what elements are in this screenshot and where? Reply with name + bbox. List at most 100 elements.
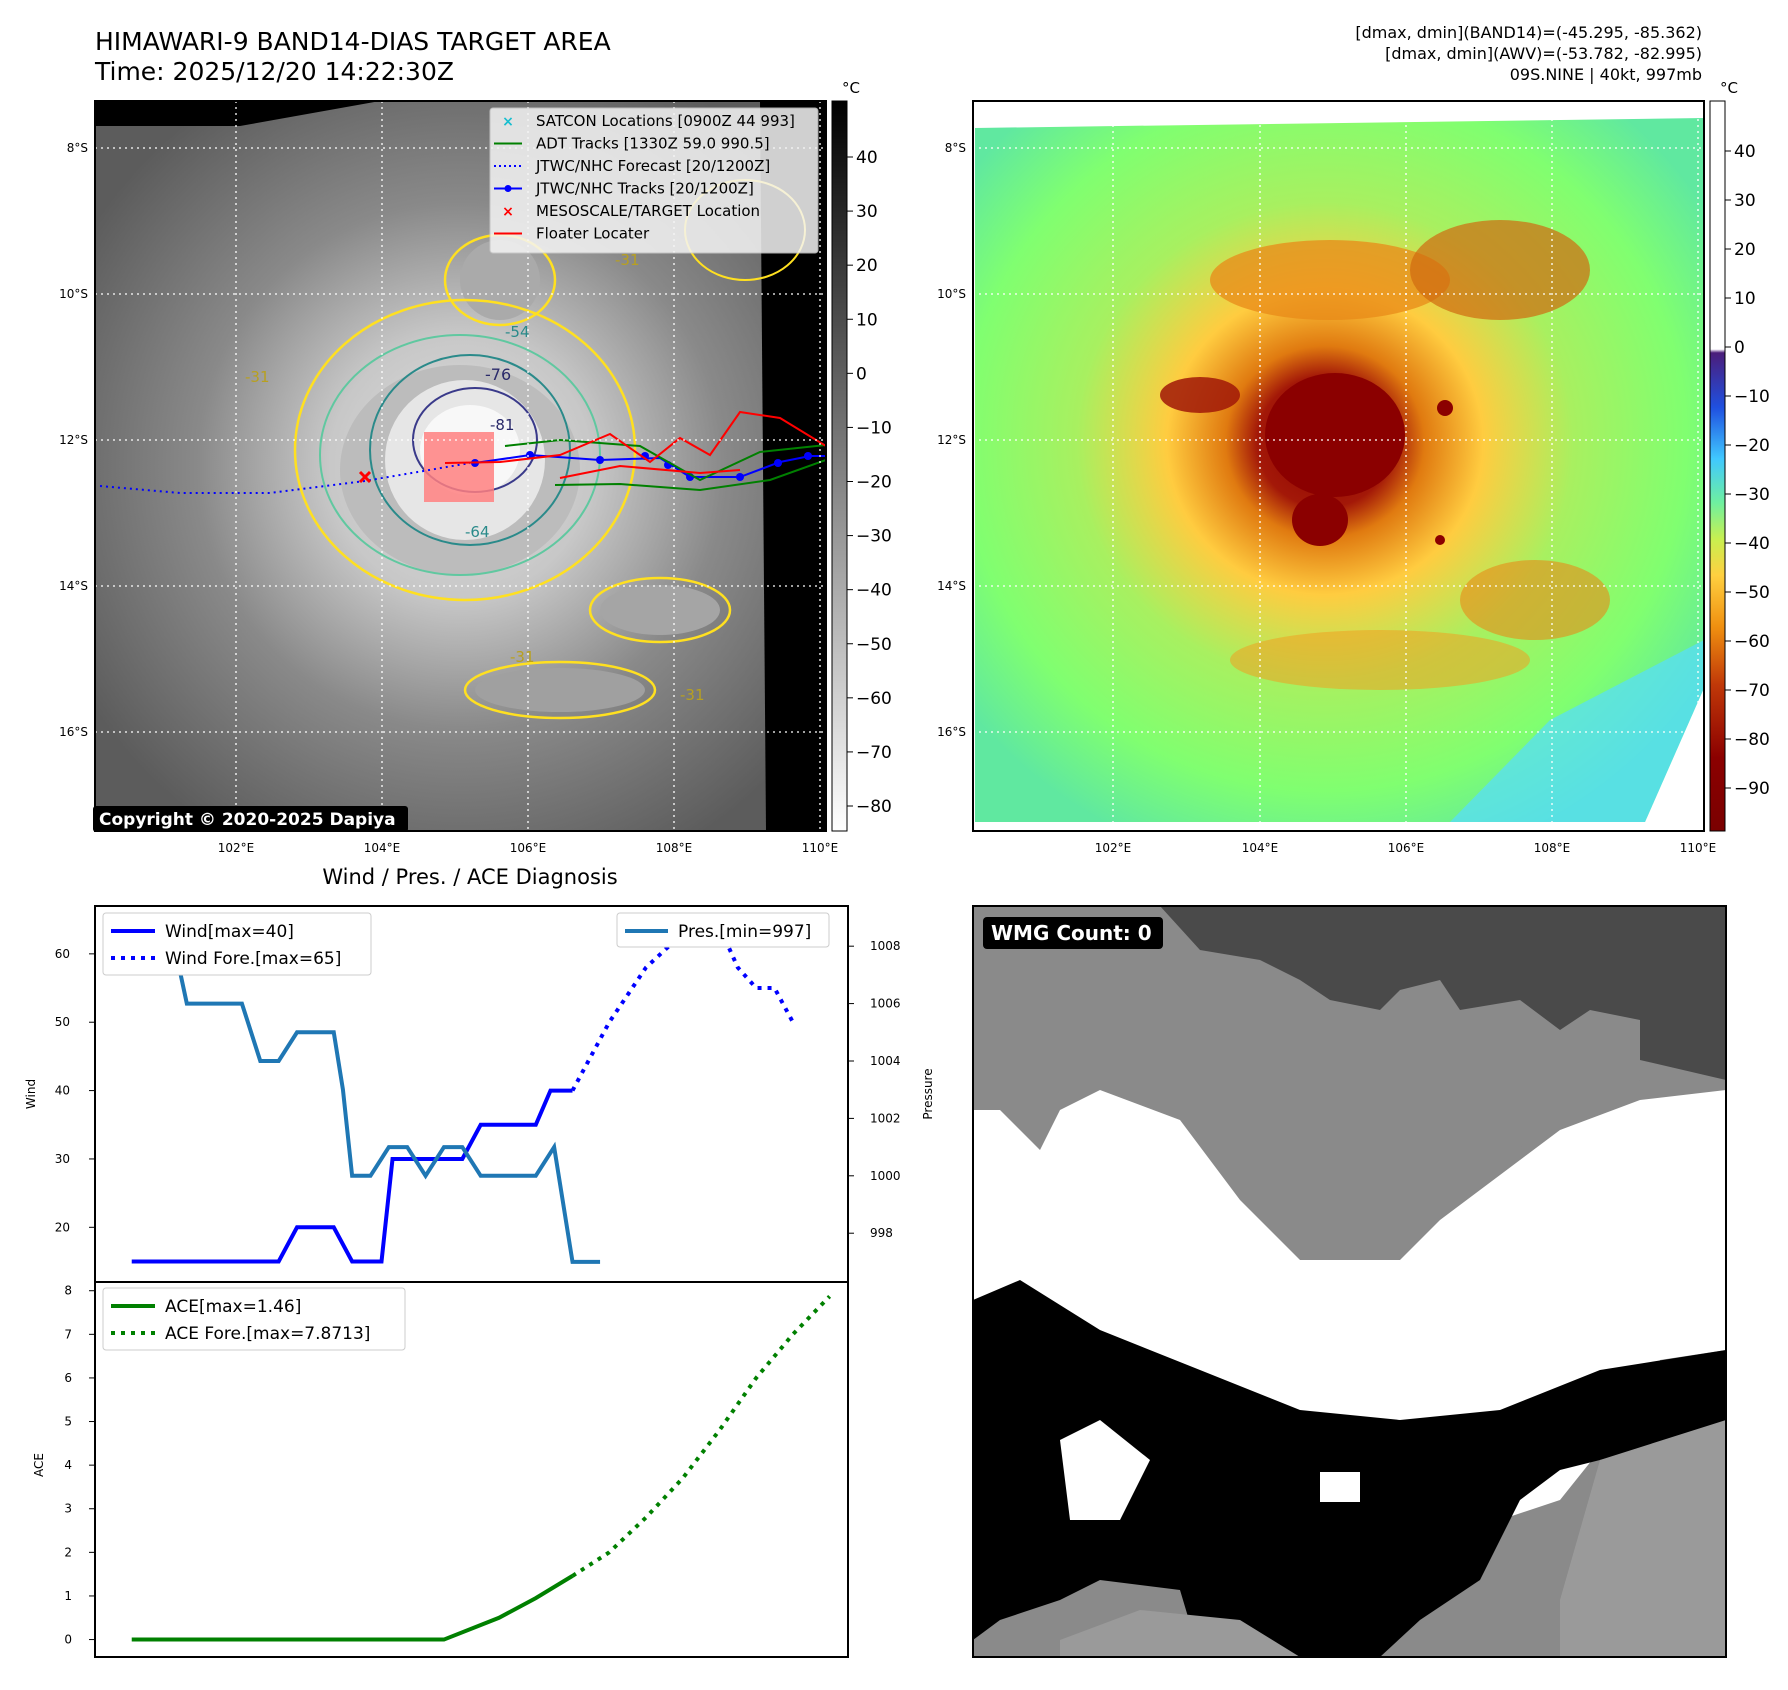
pressure-tick-label: 1006 xyxy=(870,997,901,1011)
lat-label: 16°S xyxy=(59,725,88,739)
wind-pressure-plot: 60 50 40 30 20 1008 1006 1004 1002 1000 998 Wind … xyxy=(24,905,935,1283)
contour-label: -64 xyxy=(465,523,490,541)
storm-info: 09S.NINE | 40kt, 997mb xyxy=(1510,65,1702,84)
ace-series xyxy=(131,1574,574,1642)
colorbar-tick-label: −50 xyxy=(1734,583,1770,603)
pressure-series xyxy=(131,915,601,1264)
ace-tick-label: 0 xyxy=(64,1633,72,1647)
pressure-tick-label: 1002 xyxy=(870,1111,901,1125)
legend-label: MESOSCALE/TARGET Location xyxy=(536,202,760,220)
legend-marker xyxy=(504,185,512,192)
contour-label: -81 xyxy=(490,416,515,434)
legend-marker: × xyxy=(502,114,514,130)
colorbar-tick-label: −20 xyxy=(856,473,892,493)
legend-label: SATCON Locations [0900Z 44 993] xyxy=(536,112,795,130)
colorbar-tick-label: −20 xyxy=(1734,436,1770,456)
copyright-text: Copyright © 2020-2025 Dapiya xyxy=(99,810,396,830)
legend-label: ADT Tracks [1330Z 59.0 990.5] xyxy=(536,135,770,153)
lon-label: 104°E xyxy=(1242,841,1279,855)
contour-label: -31 xyxy=(245,368,270,386)
ace-tick-label: 2 xyxy=(64,1545,72,1559)
pressure-legend xyxy=(616,912,830,948)
colorbar-tick-label: −30 xyxy=(1734,485,1770,505)
colorbar-tick-label: 10 xyxy=(1734,289,1756,309)
lon-label: 108°E xyxy=(656,841,693,855)
colorbar-tick-label: −40 xyxy=(856,581,892,601)
contour-label: -31 xyxy=(615,251,640,269)
colorbar-tick-label: −80 xyxy=(856,797,892,817)
ace-plot: 8 7 6 5 4 3 2 1 0 ACE ACE[max=1.46] ACE Fore.[ma… xyxy=(32,1281,849,1658)
colorbar-tick-label: 30 xyxy=(1734,191,1756,211)
legend-marker: × xyxy=(502,204,514,220)
colorbar-tick-label: −90 xyxy=(1734,779,1770,799)
wind-legend-label: Wind[max=40] xyxy=(165,922,294,942)
awv-map-image xyxy=(973,101,1704,831)
lon-label: 102°E xyxy=(218,841,255,855)
floater-locater xyxy=(444,410,826,464)
awv-map-panel: 8°S 10°S 12°S 14°S 16°S 102°E 104°E 106°… xyxy=(937,100,1717,855)
ace-legend-label: ACE[max=1.46] xyxy=(165,1297,301,1317)
colorbar-tick-label: −60 xyxy=(856,689,892,709)
ace-tick-label: 8 xyxy=(64,1284,72,1298)
jtwc-forecast-track xyxy=(99,462,471,494)
adt-track xyxy=(504,438,826,482)
lat-label: 12°S xyxy=(59,433,88,447)
lon-label: 108°E xyxy=(1534,841,1571,855)
lon-label: 104°E xyxy=(364,841,401,855)
ace-axis-label: ACE xyxy=(32,1453,46,1477)
ace-tick-label: 4 xyxy=(64,1458,72,1472)
lat-label: 10°S xyxy=(59,287,88,301)
colorbar-tick-label: −80 xyxy=(1734,730,1770,750)
lon-label: 110°E xyxy=(1680,841,1717,855)
lat-label: 16°S xyxy=(937,725,966,739)
pressure-axis-label: Pressure xyxy=(921,1068,935,1119)
colorbar-tick-label: −70 xyxy=(1734,681,1770,701)
figure-time: Time: 2025/12/20 14:22:30Z xyxy=(94,57,454,86)
colorbar-tick-label: 20 xyxy=(856,256,878,276)
colorbar-tick-label: −60 xyxy=(1734,632,1770,652)
wind-tick-label: 20 xyxy=(55,1220,70,1234)
awv-map-grid xyxy=(973,101,1704,831)
wind-series xyxy=(131,1088,573,1264)
pressure-tick-label: 1004 xyxy=(870,1054,901,1068)
ace-tick-label: 7 xyxy=(64,1327,72,1341)
track-legend: × SATCON Locations [0900Z 44 993] ADT Trac… xyxy=(489,107,819,254)
lon-label: 106°E xyxy=(510,841,547,855)
ace-tick-label: 6 xyxy=(64,1371,72,1385)
wind-legend xyxy=(102,912,372,976)
target-area-box xyxy=(424,432,494,502)
ace-forecast-series xyxy=(571,1294,832,1578)
colorbar-tick-label: 40 xyxy=(856,148,878,168)
contour-label: -54 xyxy=(505,323,530,341)
colorbar-tick-label: −10 xyxy=(1734,387,1770,407)
lat-label: 10°S xyxy=(937,287,966,301)
ace-tick-label: 1 xyxy=(64,1589,72,1603)
colorbar-tick-label: −40 xyxy=(1734,534,1770,554)
band14-range: [dmax, dmin](BAND14)=(-45.295, -85.362) xyxy=(1355,23,1702,42)
colorbar-tick-label: −50 xyxy=(856,635,892,655)
wind-fore-legend-label: Wind Fore.[max=65] xyxy=(165,949,341,969)
ir-colorbar: °C 40 30 20 10 0 −10 −20 −30 −40 −50 −60 −70 −80 xyxy=(831,79,892,832)
pressure-tick-label: 1000 xyxy=(870,1169,901,1183)
wind-tick-label: 30 xyxy=(55,1152,70,1166)
colorbar-tick-label: −10 xyxy=(856,418,892,438)
colorbar-tick-label: −30 xyxy=(856,527,892,547)
colorbar-tick-label: 30 xyxy=(856,202,878,222)
copyright-badge xyxy=(93,806,408,832)
wmg-count: WMG Count: 0 xyxy=(991,921,1152,945)
contour-label: -76 xyxy=(485,365,511,384)
contour-label: -31 xyxy=(680,686,705,704)
legend-label: Floater Locater xyxy=(536,225,650,243)
lat-label: 8°S xyxy=(945,141,966,155)
jtwc-track-points xyxy=(471,451,812,481)
awv-colorbar: °C 40 30 20 10 0 −10 −20 −30 −40 −50 −60 −70 −80 −90 xyxy=(1709,79,1770,832)
ace-tick-label: 5 xyxy=(64,1415,72,1429)
ace-legend xyxy=(102,1287,406,1351)
mesoscale-target-marker xyxy=(358,470,372,484)
lon-label: 102°E xyxy=(1095,841,1132,855)
legend-label: JTWC/NHC Tracks [20/1200Z] xyxy=(535,180,754,198)
wind-tick-label: 60 xyxy=(55,947,70,961)
colorbar-tick-label: 0 xyxy=(1734,338,1745,358)
lat-label: 14°S xyxy=(59,579,88,593)
